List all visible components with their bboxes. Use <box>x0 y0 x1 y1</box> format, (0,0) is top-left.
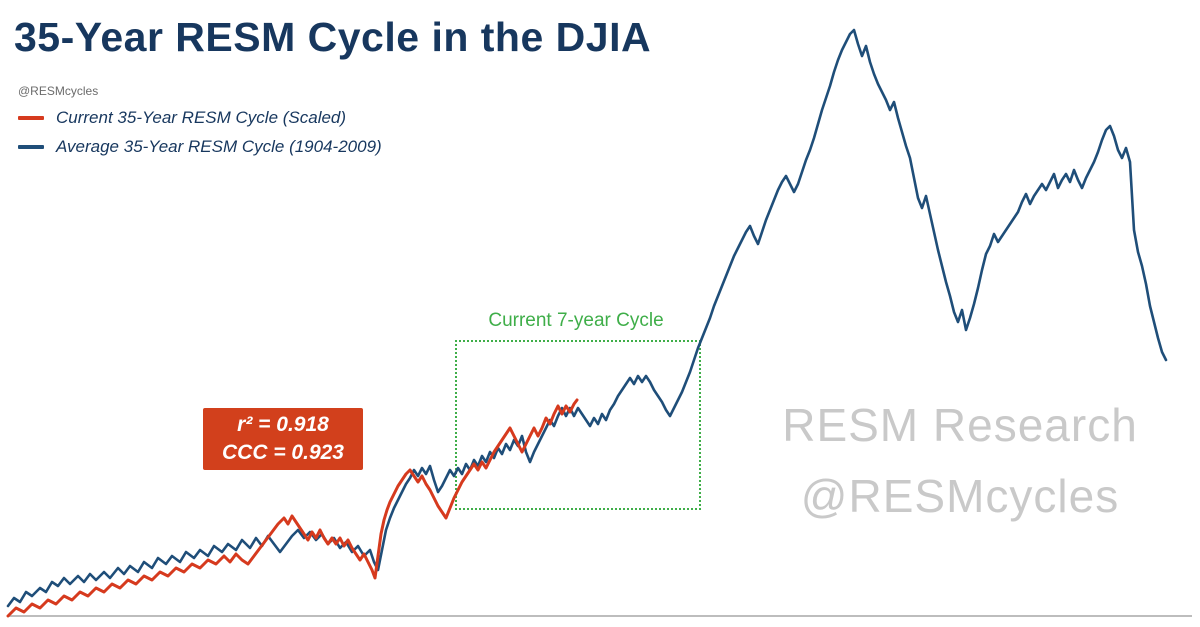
author-handle: @RESMcycles <box>18 84 99 98</box>
current-cycle-line <box>6 398 579 618</box>
watermark-line1: RESM Research <box>782 399 1138 451</box>
legend-swatch-navy <box>18 145 44 149</box>
stats-badge: r² = 0.918 CCC = 0.923 <box>203 408 363 470</box>
cycle-box-label: Current 7-year Cycle <box>488 310 664 331</box>
watermark: RESM Research @RESMcycles <box>755 390 1165 533</box>
legend-swatch-red <box>18 116 44 120</box>
stats-r-squared: r² = 0.918 <box>237 412 329 436</box>
stats-ccc: CCC = 0.923 <box>222 441 344 464</box>
legend-item-current: Current 35-Year RESM Cycle (Scaled) <box>18 108 382 128</box>
legend-label-current: Current 35-Year RESM Cycle (Scaled) <box>56 108 347 127</box>
legend: Current 35-Year RESM Cycle (Scaled) Aver… <box>18 108 382 157</box>
legend-item-average: Average 35-Year RESM Cycle (1904-2009) <box>18 137 382 157</box>
watermark-line2: @RESMcycles <box>800 470 1120 523</box>
page-title: 35-Year RESM Cycle in the DJIA <box>14 14 652 60</box>
cycle-box <box>455 340 701 510</box>
average-cycle-line <box>6 28 1168 608</box>
legend-label-average: Average 35-Year RESM Cycle (1904-2009) <box>56 137 382 156</box>
